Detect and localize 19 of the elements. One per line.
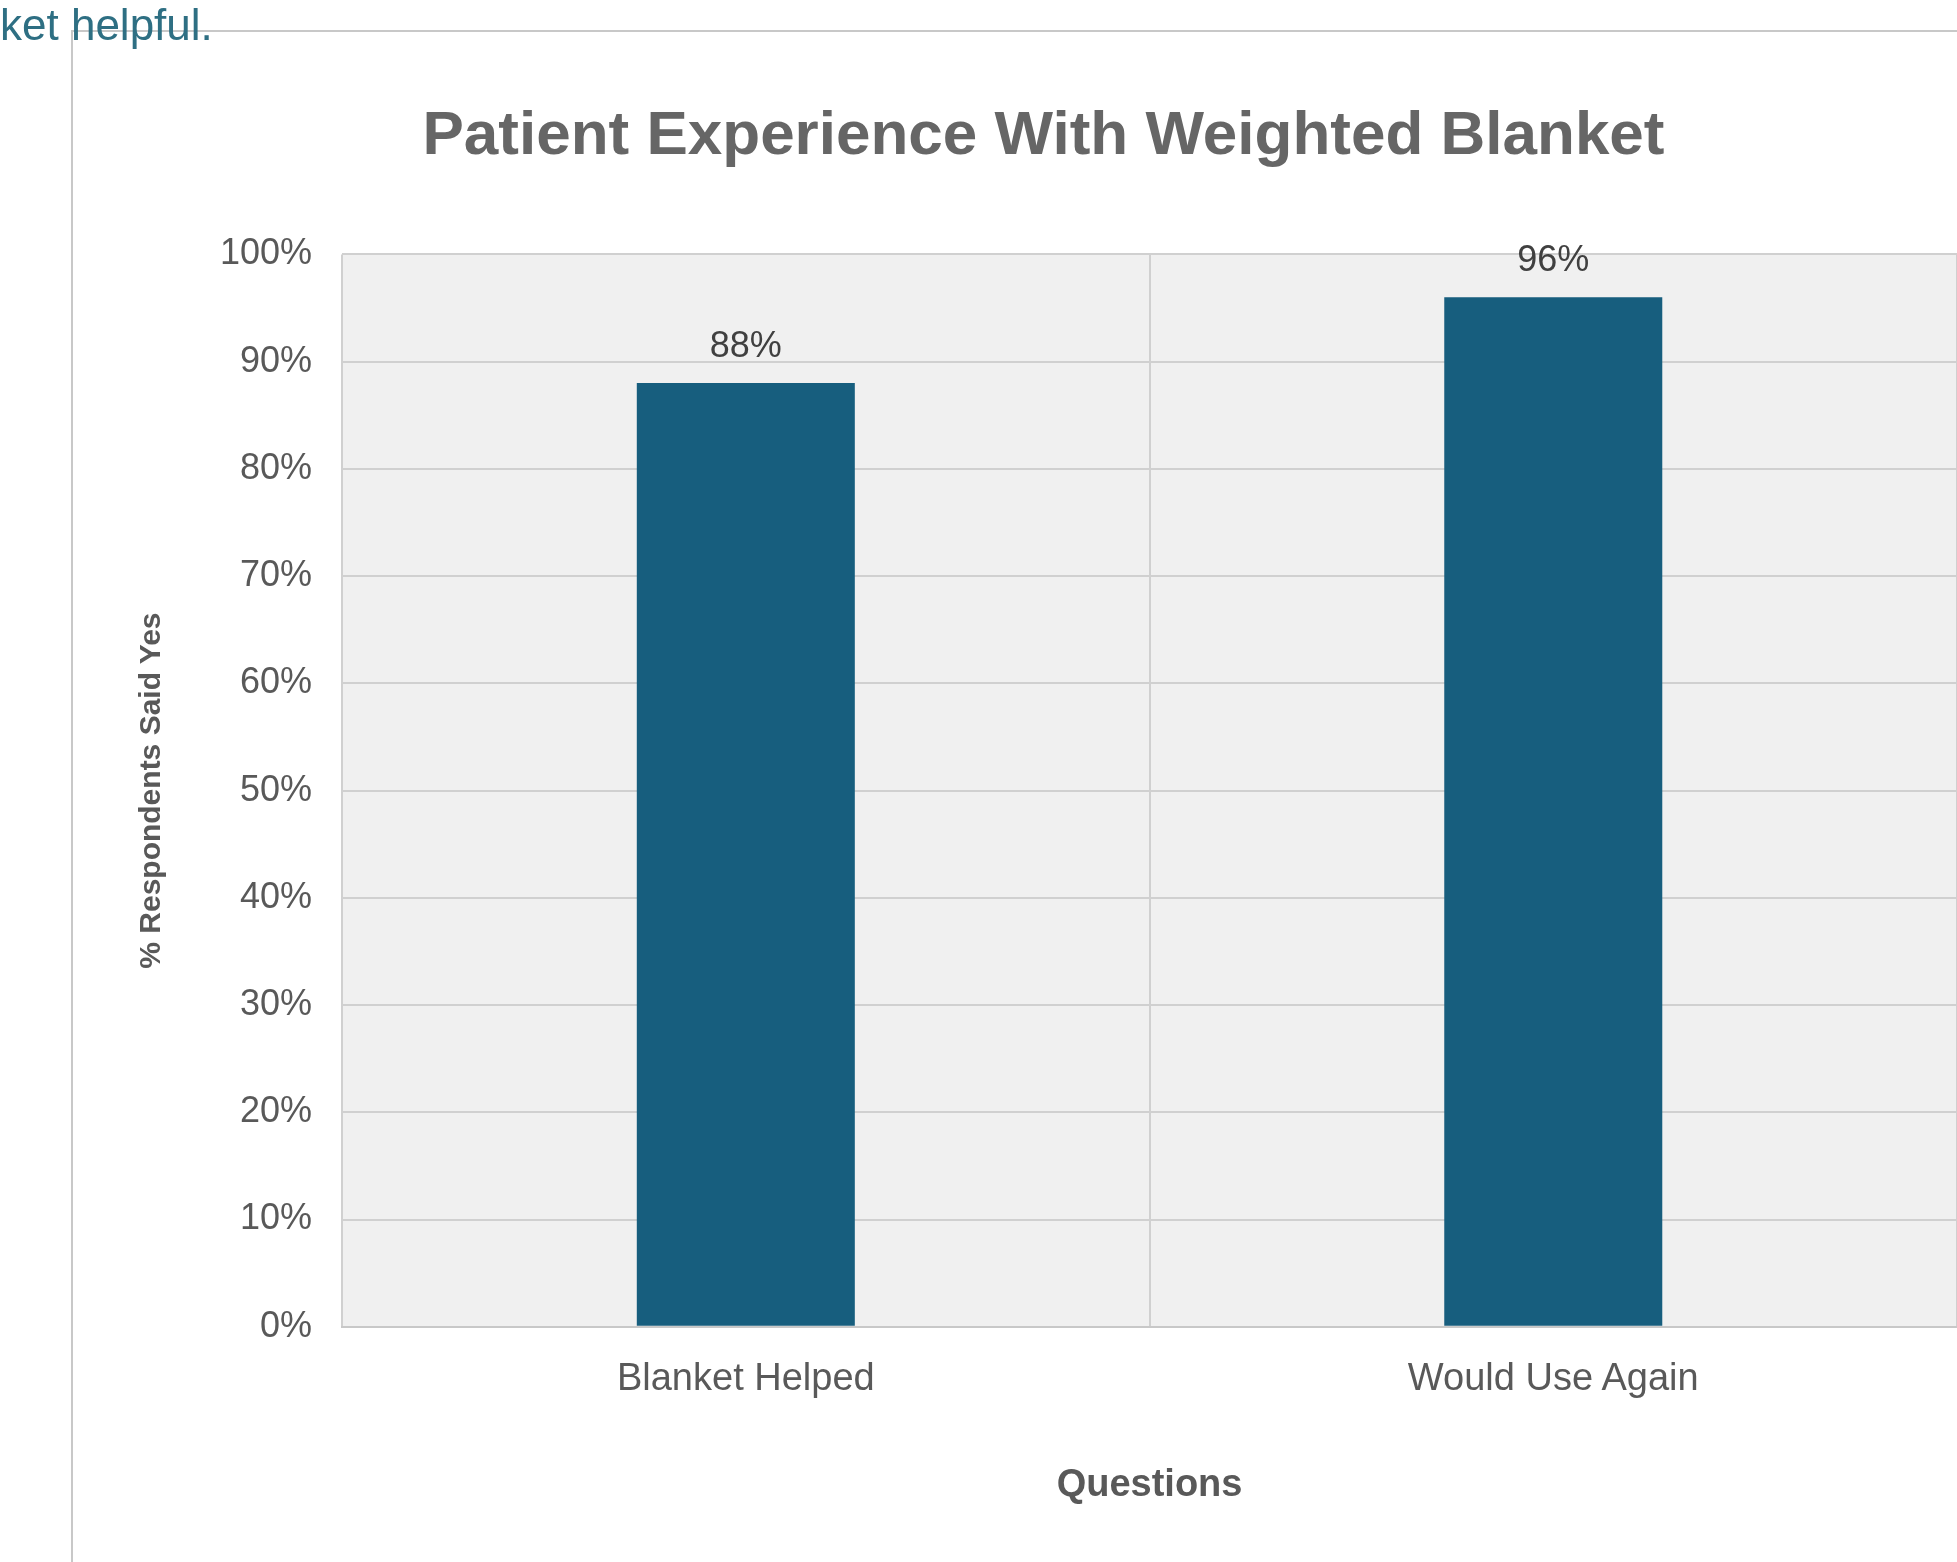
chart-title: Patient Experience With Weighted Blanket [422,98,1665,168]
y-tick-label: 80% [240,445,313,487]
y-tick-label: 0% [260,1303,313,1345]
y-tick-label: 40% [240,874,313,916]
text: ket helpful. [0,0,213,50]
y-tick-label: 30% [240,982,313,1023]
x-axis-title: Questions [1056,1461,1243,1504]
y-axis-title: % Respondents Said Yes [133,612,167,969]
y-tick-label: 20% [240,1089,313,1131]
y-tick-label: 60% [240,660,313,702]
y-tick-label: 10% [240,1196,313,1238]
data-label: 88% [709,324,782,366]
x-tick-label: Would Use Again [1407,1356,1699,1399]
y-tick-label: 50% [240,767,313,809]
y-tick-label: 90% [240,338,313,380]
y-tick-label: 100% [220,231,313,273]
data-label: 96% [1517,238,1590,280]
y-tick-label: 70% [240,553,313,595]
x-tick-label: Blanket Helped [616,1356,875,1399]
